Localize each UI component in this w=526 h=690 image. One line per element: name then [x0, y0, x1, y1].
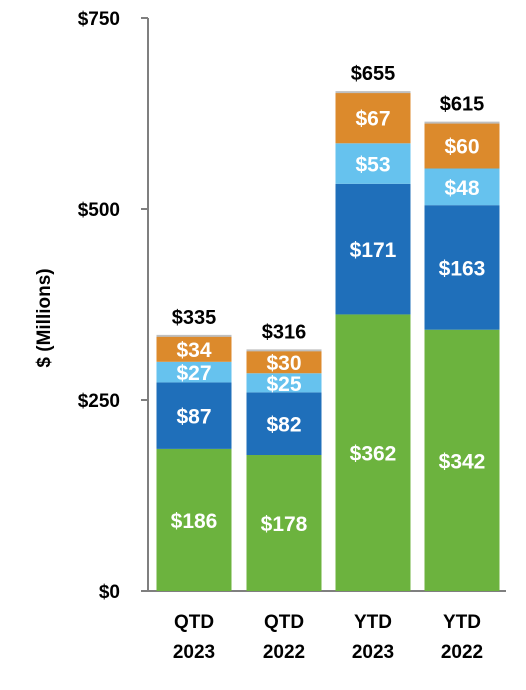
total-value-label: $316	[262, 321, 307, 343]
bar-segment	[156, 382, 232, 449]
bar-segment	[246, 392, 322, 456]
segment-value-label: $178	[261, 513, 308, 536]
segment-value-label: $25	[266, 373, 301, 396]
bar-segment	[424, 168, 500, 206]
bar-segment	[156, 448, 232, 591]
bar-segment	[424, 122, 500, 169]
x-category-label: 2022	[263, 642, 305, 663]
x-category-label: QTD	[174, 612, 214, 633]
x-category-label: YTD	[354, 612, 392, 633]
y-tick-label: $500	[78, 200, 120, 221]
total-value-label: $655	[351, 63, 396, 85]
segment-value-label: $34	[176, 339, 211, 362]
bar-segment	[246, 373, 322, 393]
segment-value-label: $82	[266, 414, 301, 437]
segment-value-label: $48	[444, 177, 479, 200]
bar-segment	[246, 350, 322, 374]
bar-segment	[156, 361, 232, 383]
y-axis-title: $ (Millions)	[34, 268, 55, 367]
bar-segment	[156, 335, 232, 362]
bar-segment	[335, 143, 411, 184]
segment-value-label: $362	[350, 443, 397, 466]
y-tick-label: $250	[78, 391, 120, 412]
x-category-label: YTD	[443, 612, 481, 633]
total-value-label: $615	[440, 94, 485, 116]
segment-value-label: $171	[350, 239, 397, 262]
y-tick-label: $0	[99, 582, 120, 603]
x-category-label: 2023	[352, 642, 394, 663]
segment-value-label: $30	[266, 352, 301, 375]
segment-value-label: $186	[171, 510, 218, 533]
bar-segment	[335, 92, 411, 144]
plot-area: $0 $250 $500 $750 $186 $87 $27$34 $335 QTD 2023 $1…	[78, 9, 506, 663]
segment-value-label: $342	[439, 450, 486, 473]
y-tick-label: $750	[78, 9, 120, 30]
segment-value-label: $87	[176, 406, 211, 429]
bar-segment	[335, 314, 411, 591]
bar-segment	[246, 455, 322, 591]
bar-segment	[424, 205, 500, 330]
x-category-label: 2022	[441, 642, 483, 663]
x-category-label: 2023	[173, 642, 215, 663]
total-value-label: $335	[172, 307, 217, 329]
segment-value-label: $53	[355, 154, 390, 177]
bar-segment	[424, 329, 500, 591]
x-category-label: QTD	[264, 612, 304, 633]
segment-value-label: $163	[439, 257, 486, 280]
segment-value-label: $27	[176, 362, 211, 385]
segment-value-label: $67	[355, 108, 390, 131]
bar-segment	[335, 183, 411, 315]
segment-value-label: $60	[444, 136, 479, 159]
